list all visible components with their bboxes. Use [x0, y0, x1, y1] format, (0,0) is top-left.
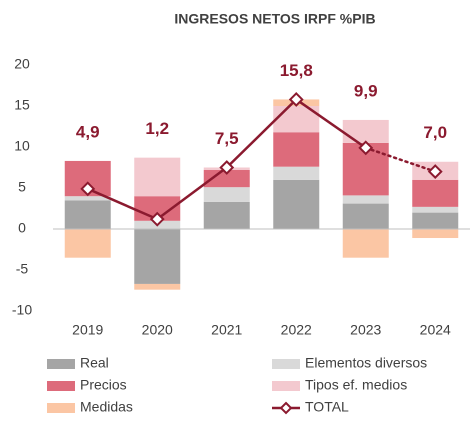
y-tick-label: -5 [16, 261, 29, 277]
chart-title: INGRESOS NETOS IRPF %PIB [174, 11, 375, 27]
bar-segment [203, 169, 250, 188]
x-tick-label: 2022 [281, 322, 312, 338]
total-line-segment [225, 98, 298, 169]
total-label: 7,0 [423, 123, 447, 142]
total-label: 15,8 [280, 61, 313, 80]
bar-segment [412, 212, 459, 229]
bar-segment [342, 203, 389, 229]
bar-segment [134, 157, 181, 197]
total-marker [427, 164, 443, 180]
y-tick-label: 0 [18, 220, 26, 236]
bar-segment [412, 179, 459, 207]
bar-segment [64, 200, 111, 229]
bar-segment [203, 201, 250, 229]
legend-marker [279, 401, 293, 415]
y-tick-label: 10 [14, 138, 30, 154]
legend-swatch [47, 403, 75, 413]
legend-label: TOTAL [305, 399, 349, 415]
total-marker [149, 211, 165, 227]
bar-segment [412, 206, 459, 213]
legend-swatch [47, 359, 75, 369]
x-tick-label: 2020 [142, 322, 173, 338]
total-line-segment [86, 187, 159, 221]
bar-segment [134, 283, 181, 290]
total-label: 1,2 [145, 119, 169, 138]
legend-label: Medidas [80, 399, 133, 415]
bar-segment [64, 196, 111, 201]
y-tick-label: -10 [12, 302, 32, 318]
y-tick-label: 5 [18, 179, 26, 195]
total-marker [219, 160, 235, 175]
x-tick-label: 2021 [211, 322, 242, 338]
bar-segment [203, 187, 250, 202]
bar-segment [273, 179, 320, 229]
legend-swatch [272, 381, 300, 391]
total-marker [358, 140, 374, 156]
legend-label: Real [80, 355, 109, 371]
bar-segment [273, 132, 320, 167]
x-tick-label: 2024 [420, 322, 451, 338]
legend-label: Elementos diversos [305, 355, 427, 371]
legend-label: Tipos ef. medios [305, 377, 407, 393]
total-label: 7,5 [215, 129, 239, 148]
total-label: 4,9 [76, 122, 100, 141]
x-tick-label: 2019 [72, 322, 103, 338]
total-marker [288, 92, 304, 107]
legend-swatch [47, 381, 75, 391]
bar-segment [273, 166, 320, 180]
total-marker [80, 181, 96, 197]
total-line-segment [364, 146, 437, 173]
y-tick-label: 15 [14, 97, 30, 113]
bar-segment [412, 229, 459, 239]
x-tick-label: 2023 [350, 322, 381, 338]
y-tick-label: 20 [14, 56, 30, 72]
total-line-segment [295, 98, 367, 150]
bar-segment [342, 119, 389, 143]
bar-segment [64, 229, 111, 258]
bar-segment [342, 195, 389, 204]
bar-segment [342, 229, 389, 258]
total-label: 9,9 [354, 81, 378, 100]
total-line-segment [156, 166, 228, 221]
legend-swatch [272, 359, 300, 369]
legend-label: Precios [80, 377, 127, 393]
bar-segment [134, 229, 181, 284]
